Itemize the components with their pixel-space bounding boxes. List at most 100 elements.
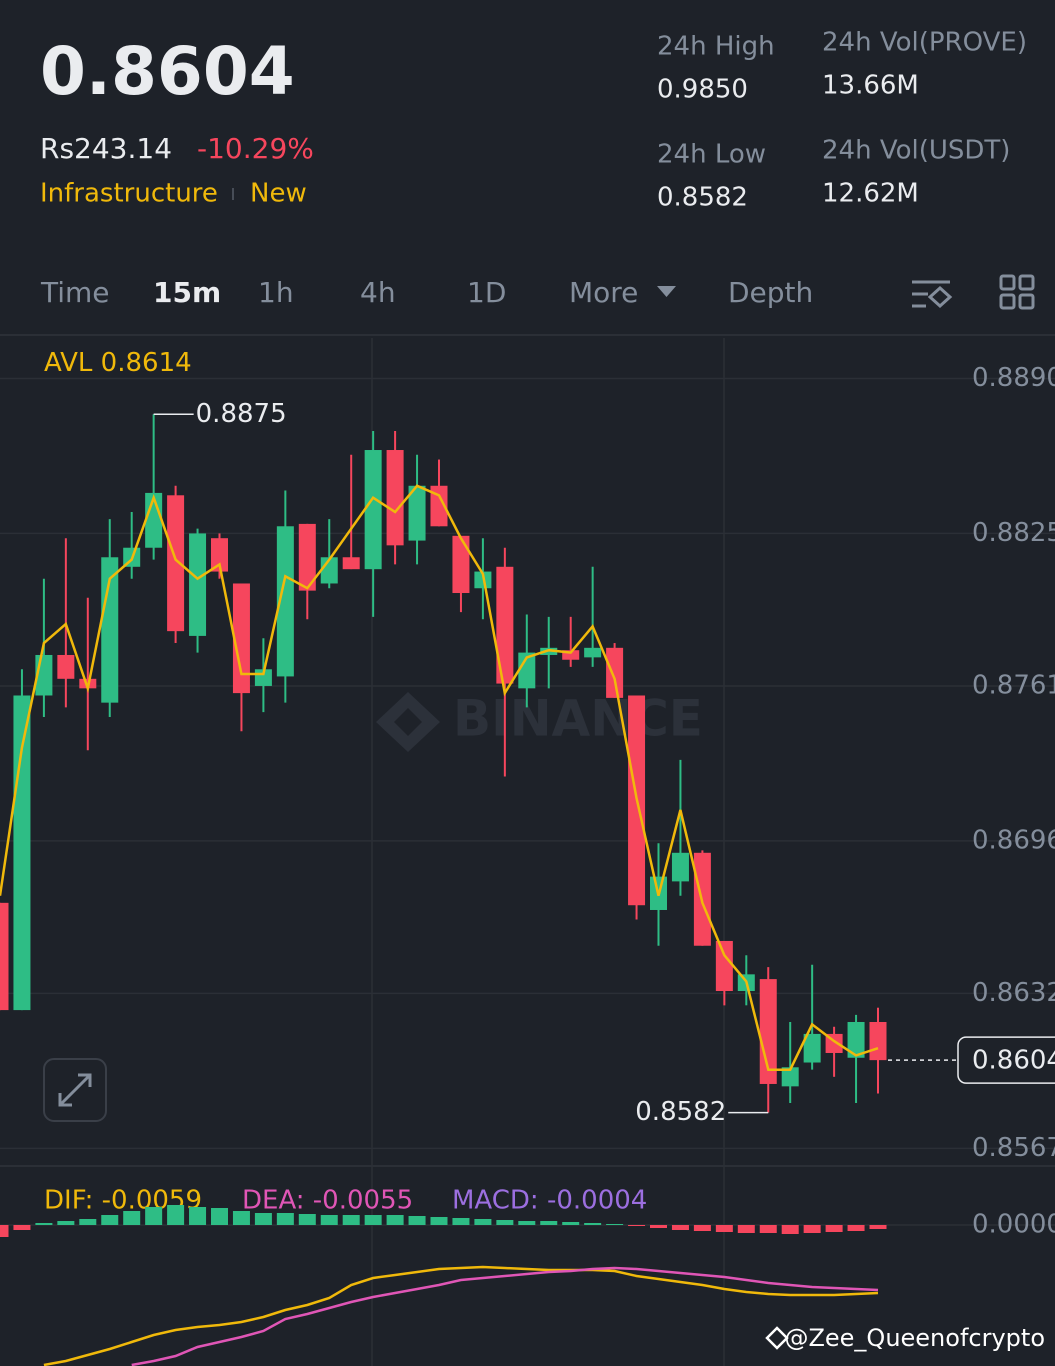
macd-bar [123, 1211, 141, 1225]
timeframe-tab[interactable]: 1h [258, 276, 294, 309]
legend-entry: MACD: -0.0004 [452, 1186, 647, 1216]
timeframe-tab[interactable]: 4h [360, 276, 396, 309]
macd-bar [298, 1214, 316, 1225]
macd-bar [693, 1225, 711, 1231]
timeframe-tab[interactable]: Time [40, 276, 110, 309]
macd-bar [79, 1219, 97, 1225]
macd-bar [650, 1225, 667, 1228]
macd-line [43, 1265, 879, 1366]
macd-bar [869, 1225, 887, 1229]
candle-body [715, 940, 733, 992]
candle-body [189, 533, 207, 636]
candle-body [342, 557, 360, 570]
tag-separator [232, 188, 234, 200]
macd-line [131, 1266, 879, 1366]
y-tick-label: 0.8825 [972, 518, 1055, 548]
candle-body [562, 650, 580, 660]
avl-line [0, 484, 879, 1071]
candle-body [496, 566, 514, 684]
candle-body [869, 1022, 887, 1061]
candle-body [803, 1033, 821, 1063]
stat-value: 13.66M [822, 71, 919, 101]
tag[interactable]: Infrastructure [40, 179, 218, 209]
timeframe-tab[interactable]: More [569, 276, 638, 309]
macd-bar [189, 1207, 207, 1225]
candle-body [847, 1022, 865, 1058]
candle-body [0, 902, 9, 1011]
timeframe-tab[interactable]: Depth [728, 276, 813, 309]
macd-bar [254, 1213, 272, 1225]
last-price-label: 0.8604 [972, 1046, 1055, 1076]
min-annotation: 0.8582 [635, 1097, 726, 1127]
macd-bar [474, 1219, 492, 1225]
macd-bar [35, 1223, 53, 1225]
macd-bar [430, 1217, 448, 1225]
last-price: 0.8604 [40, 33, 295, 110]
macd-bar [562, 1222, 580, 1225]
last-price-tag [957, 1036, 1055, 1084]
y-tick-label: 0.8890 [972, 363, 1055, 393]
timeframe-tab[interactable]: 15m [153, 276, 221, 309]
macd-bar [584, 1223, 602, 1225]
macd-bar [320, 1215, 338, 1225]
macd-bar [342, 1215, 360, 1225]
candle-body [781, 1067, 799, 1087]
macd-bar [167, 1205, 185, 1225]
macd-bar [13, 1225, 31, 1230]
indicator-settings-icon[interactable] [912, 280, 953, 309]
stat-label: 24h Vol(USDT) [822, 136, 1010, 166]
candle-body [167, 495, 185, 632]
macd-bar [518, 1221, 536, 1225]
credit: @Zee_Queenofcrypto [765, 1324, 1045, 1352]
stat-value: 0.9850 [657, 75, 748, 105]
stat-label: 24h High [657, 32, 775, 62]
expand-button[interactable] [43, 1058, 107, 1122]
macd-bar [276, 1213, 294, 1225]
y-tick-label: 0.8696 [972, 825, 1055, 855]
macd-bar [386, 1215, 404, 1225]
macd-bar [211, 1208, 228, 1225]
candle-body [364, 450, 382, 570]
macd-bar [364, 1215, 382, 1225]
macd-bar [781, 1225, 799, 1234]
tag[interactable]: New [250, 179, 307, 209]
fiat-price: Rs243.14 [40, 132, 172, 165]
macd-bar [101, 1215, 119, 1225]
macd-bar [737, 1225, 755, 1233]
candle-body [408, 485, 426, 541]
macd-bar [825, 1225, 843, 1232]
avl-value: 0.8614 [101, 348, 192, 378]
macd-bar [0, 1225, 9, 1237]
layout-icon[interactable] [999, 274, 1035, 310]
candle-body [518, 652, 536, 689]
candle-body [386, 450, 404, 546]
macd-bar [232, 1211, 250, 1225]
more-dropdown-arrow[interactable] [657, 286, 676, 297]
candle-body [671, 852, 689, 882]
macd-bar [145, 1207, 163, 1225]
credit-text: @Zee_Queenofcrypto [784, 1324, 1045, 1352]
y-tick-label: 0.8567 [972, 1133, 1055, 1163]
candle-body [232, 583, 250, 694]
macd-bar [847, 1225, 865, 1231]
macd-bar [540, 1221, 558, 1225]
macd-bar [496, 1220, 514, 1225]
candle-body [101, 557, 119, 703]
avl-name: AVL [44, 348, 93, 378]
macd-bar [408, 1216, 426, 1225]
stat-value: 0.8582 [657, 183, 748, 213]
candle-body [759, 979, 777, 1084]
y-tick-label: 0.0000 [972, 1210, 1055, 1240]
stat-value: 12.62M [822, 179, 919, 209]
macd-bar [628, 1225, 646, 1226]
avl-label: AVL 0.8614 [44, 348, 192, 378]
candle-body [430, 485, 448, 527]
macd-bar [671, 1225, 689, 1230]
timeframe-tab[interactable]: 1D [467, 276, 506, 309]
candle-body [606, 647, 624, 698]
max-annotation: 0.8875 [196, 399, 287, 429]
candle-body [211, 538, 228, 572]
macd-bar [803, 1225, 821, 1233]
